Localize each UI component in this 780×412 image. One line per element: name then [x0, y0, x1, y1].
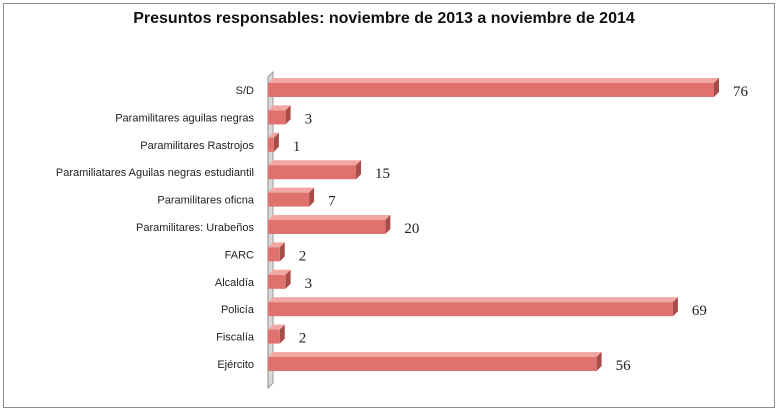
- bar: [268, 137, 274, 152]
- category-label: Paramiliatares Aguilas negras estudianti…: [56, 167, 254, 179]
- bar: [268, 274, 286, 289]
- category-label: Paramilitares Rastrojos: [140, 140, 254, 152]
- bar-side: [279, 242, 285, 262]
- value-label: 76: [733, 84, 749, 100]
- value-label: 7: [328, 194, 336, 210]
- value-label: 69: [692, 303, 707, 319]
- bar-top: [268, 187, 315, 193]
- bar-top: [268, 160, 362, 166]
- bar: [268, 165, 357, 180]
- bar-top: [268, 132, 279, 138]
- bar-side: [385, 215, 391, 234]
- chart-title: Presuntos responsables: noviembre de 201…: [133, 10, 635, 27]
- bar-side: [672, 297, 678, 317]
- chart-frame: Presuntos responsables: noviembre de 201…: [3, 3, 775, 408]
- value-label: 20: [404, 221, 419, 237]
- bar: [268, 192, 310, 207]
- bar-top: [268, 78, 719, 83]
- bar-top: [268, 242, 285, 248]
- category-label: S/D: [236, 85, 254, 97]
- bar: [268, 110, 286, 125]
- value-label: 2: [299, 331, 307, 347]
- bar: [268, 247, 280, 262]
- category-label: Fiscalía: [216, 332, 255, 344]
- bar-top: [268, 297, 678, 303]
- bar-side: [309, 187, 315, 207]
- bar: [268, 357, 597, 371]
- value-label: 3: [305, 276, 313, 292]
- bar-side: [273, 132, 279, 152]
- bar: [268, 83, 714, 97]
- category-label: Ejército: [217, 359, 254, 371]
- bar-side: [285, 105, 291, 125]
- category-label: FARC: [225, 249, 254, 261]
- category-label: Paramilitares aguilas negras: [115, 112, 254, 124]
- value-label: 2: [299, 248, 307, 264]
- value-label: 3: [305, 111, 313, 127]
- bar-top: [268, 215, 391, 220]
- category-label: Policía: [221, 304, 255, 316]
- value-label: 15: [375, 166, 390, 182]
- bar-side: [714, 78, 719, 97]
- bar-top: [268, 269, 291, 275]
- bar: [268, 220, 386, 234]
- category-label: Alcaldía: [215, 277, 255, 289]
- category-label: Paramilitares: Urabeños: [136, 222, 254, 234]
- bar: [268, 302, 673, 317]
- bar-top: [268, 324, 285, 330]
- bar-top: [268, 105, 291, 111]
- category-label: Paramilitares oficna: [157, 195, 254, 207]
- value-label: 1: [293, 139, 301, 155]
- bar-side: [285, 269, 291, 289]
- bar: [268, 329, 280, 344]
- value-label: 56: [616, 358, 632, 374]
- bar-side: [279, 324, 285, 344]
- bar-side: [596, 352, 602, 371]
- bar-side: [356, 160, 362, 180]
- bar-top: [268, 352, 602, 357]
